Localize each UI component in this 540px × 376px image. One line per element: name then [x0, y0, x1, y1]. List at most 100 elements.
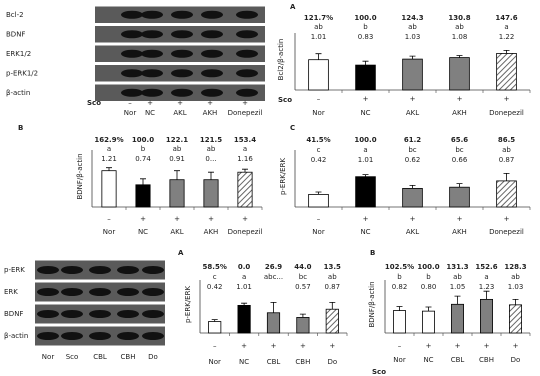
error-bar [409, 185, 416, 189]
blot-band [201, 69, 223, 78]
percent-label: 100.0 [354, 14, 376, 22]
letter-label: bc [299, 273, 307, 281]
blot-band [236, 49, 258, 58]
blot-band [61, 266, 83, 274]
bar [308, 193, 329, 208]
blot-band [121, 69, 143, 78]
blot-category: Nor [42, 353, 55, 361]
percent-label: 100.0 [354, 136, 376, 144]
percent-label: 26.9 [265, 263, 282, 271]
sco-sign: + [363, 95, 369, 103]
blot-category: CBH [121, 353, 136, 361]
x-tick-label: NC [360, 228, 370, 236]
sco-sign: + [504, 95, 510, 103]
blot-band [117, 266, 139, 274]
letter-label: c [317, 146, 321, 154]
x-tick-label: NC [423, 356, 433, 364]
letter-label: ab [314, 23, 323, 31]
value-label: 1.01 [311, 33, 327, 41]
letter-label: b [363, 23, 368, 31]
letter-label: a [484, 273, 488, 281]
blot-category: AKH [203, 109, 218, 117]
value-label: 0.42 [311, 156, 327, 164]
blot-band [141, 88, 163, 97]
bar [203, 179, 219, 208]
value-label: 1.01 [236, 283, 252, 291]
blot-band [37, 288, 59, 296]
error-bar [362, 60, 369, 66]
x-tick-label: Donepezil [489, 228, 524, 236]
blot-row-label: p-ERK [4, 266, 25, 274]
error-bar [483, 290, 490, 300]
blot-category: Do [148, 353, 158, 361]
value-label: 0... [205, 155, 216, 163]
letter-label: bc [455, 146, 463, 154]
sco-sign: + [241, 342, 247, 350]
blot-band [141, 10, 163, 19]
x-tick-label: CBH [479, 356, 494, 364]
error-bar [315, 53, 322, 60]
x-tick-label: AKL [406, 109, 419, 117]
blot-band [236, 88, 258, 97]
sco-sign: + [140, 215, 146, 223]
blot-band [236, 69, 258, 78]
y-axis-label: BDNF/β-actin [76, 153, 84, 199]
sco-sign: + [174, 215, 180, 223]
error-bar [503, 50, 510, 54]
bar [509, 304, 522, 334]
percent-label: 121.7% [304, 14, 333, 22]
blot-band [142, 288, 164, 296]
blot-band [121, 49, 143, 58]
blot-band [89, 266, 111, 274]
sco-sign: + [457, 215, 463, 223]
letter-label: b [426, 273, 431, 281]
x-tick-label: Nor [208, 358, 221, 366]
x-tick-label: AKH [204, 228, 219, 236]
sco-sign: + [177, 99, 183, 107]
x-tick-label: AKH [452, 228, 467, 236]
blot-row-label: p-ERK1/2 [6, 69, 38, 77]
blot-row-label: BDNF [4, 310, 23, 318]
bar [208, 321, 222, 334]
blot-category: Sco [66, 353, 79, 361]
bar [169, 179, 185, 208]
bar [402, 187, 423, 208]
blot-band [142, 310, 164, 318]
blot-band [201, 88, 223, 97]
bar [237, 171, 253, 208]
blot-band [201, 30, 223, 39]
y-axis-label: Bcl2/β-actin [277, 39, 285, 81]
sco-sign: + [513, 342, 519, 350]
blot-band [89, 332, 111, 340]
error-bar [140, 178, 146, 185]
bar [449, 57, 470, 91]
bar [101, 170, 117, 208]
error-bar [329, 301, 336, 310]
blot-band [121, 10, 143, 19]
percent-label: 122.1 [166, 136, 188, 144]
letter-label: ab [511, 273, 520, 281]
sco-sign: + [410, 95, 416, 103]
bar [135, 184, 151, 208]
sco-sign: + [410, 215, 416, 223]
blot-band [142, 332, 164, 340]
percent-label: 86.5 [498, 136, 515, 144]
value-label: 1.21 [101, 155, 117, 163]
blot-band [171, 69, 193, 78]
blot-category: Donepezil [228, 109, 263, 117]
blot-band [37, 266, 59, 274]
value-label: 1.22 [499, 33, 515, 41]
blot-band [171, 30, 193, 39]
percent-label: 153.4 [234, 136, 256, 144]
x-tick-label: AKL [406, 228, 419, 236]
blot-band [171, 10, 193, 19]
letter-label: ab [408, 23, 417, 31]
sco-sign: + [484, 342, 490, 350]
percent-label: 100.0 [132, 136, 154, 144]
x-tick-label: Do [327, 358, 337, 366]
bar [496, 53, 517, 91]
x-tick-label: AKH [452, 109, 467, 117]
blot-band [61, 310, 83, 318]
letter-label: b [141, 145, 146, 153]
letter-label: ab [455, 23, 464, 31]
